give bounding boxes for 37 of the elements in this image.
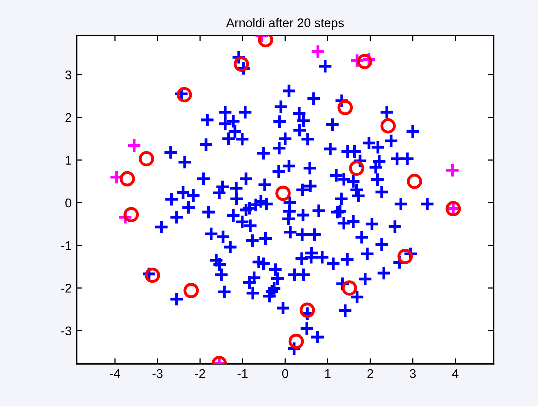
point <box>139 151 154 167</box>
point <box>407 174 422 190</box>
point <box>380 118 396 134</box>
point <box>124 207 140 223</box>
point <box>357 54 373 70</box>
x-tick-label: 2 <box>368 369 374 378</box>
point <box>300 302 316 318</box>
x-tick-label: 0 <box>282 369 288 378</box>
point <box>338 100 354 116</box>
y-tick-label: 2 <box>66 113 72 122</box>
point <box>342 280 358 296</box>
y-tick-label: -3 <box>62 326 72 336</box>
y-tick-label: 0 <box>66 198 72 208</box>
x-tick-label: 3 <box>410 369 416 378</box>
point <box>120 171 136 187</box>
chart-title: Arnoldi after 20 steps <box>226 18 344 30</box>
y-tick-label: -1 <box>62 242 72 250</box>
point <box>126 138 142 154</box>
point <box>234 56 250 72</box>
x-tick-label: -2 <box>195 369 206 378</box>
x-tick-label: -4 <box>110 370 120 378</box>
point <box>176 87 192 103</box>
y-tick-label: 1 <box>66 156 72 165</box>
point <box>398 249 414 264</box>
y-tick-label: 3 <box>66 70 72 80</box>
point <box>444 162 460 178</box>
point <box>288 334 304 350</box>
x-tick-label: -1 <box>238 370 248 378</box>
point <box>145 268 160 284</box>
y-tick-label: -2 <box>62 284 72 293</box>
point <box>184 283 200 298</box>
x-tick-label: 4 <box>452 370 459 378</box>
point <box>310 44 326 60</box>
point <box>349 160 365 176</box>
point <box>276 186 291 202</box>
x-tick-label: -3 <box>152 369 163 378</box>
x-tick-label: 1 <box>325 370 331 378</box>
